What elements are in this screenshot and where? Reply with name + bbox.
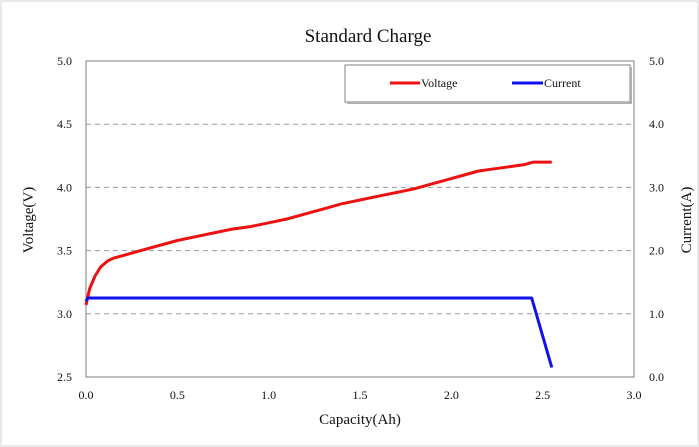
legend-label-voltage: Voltage xyxy=(421,76,457,90)
series-line-voltage xyxy=(84,160,552,306)
x-tick-label: 1.5 xyxy=(353,388,368,402)
series-line-current xyxy=(84,296,554,368)
gridlines xyxy=(86,123,634,315)
y2-tick-label: 4.0 xyxy=(649,117,664,131)
y-tick-label: 3.5 xyxy=(57,244,72,258)
tick-labels: 2.5 3.0 3.5 4.0 4.5 5.0 0.0 1.0 2.0 3.0 4.0 5.0 0.0 0… xyxy=(57,54,664,402)
y2-axis-title: Current(A) xyxy=(679,187,695,254)
legend-box xyxy=(344,64,631,103)
legend-box-shadow xyxy=(630,67,632,104)
y-tick-label: 4.5 xyxy=(57,117,72,131)
y2-tick-label: 2.0 xyxy=(649,244,664,258)
y-tick-label: 2.5 xyxy=(57,370,72,384)
x-tick-label: 2.0 xyxy=(444,388,459,402)
y2-tick-label: 5.0 xyxy=(649,54,664,68)
y-axis-title: Voltage(V) xyxy=(21,187,37,253)
chart-title: Standard Charge xyxy=(305,26,432,47)
legend-box-shadow-bottom xyxy=(347,102,632,104)
x-axis-title: Capacity(Ah) xyxy=(319,412,401,428)
x-tick-label: 1.0 xyxy=(261,388,276,402)
x-tick-label: 3.0 xyxy=(627,388,642,402)
legend-label-current: Current xyxy=(544,76,581,90)
x-tick-label: 2.5 xyxy=(535,388,550,402)
y-tick-label: 5.0 xyxy=(57,54,72,68)
y-tick-label: 4.0 xyxy=(57,180,72,194)
y2-tick-label: 1.0 xyxy=(649,307,664,321)
plot-area-frame xyxy=(85,60,635,378)
legend: Voltage Current xyxy=(344,64,632,104)
y2-tick-label: 3.0 xyxy=(649,180,664,194)
y-tick-label: 3.0 xyxy=(57,307,72,321)
series-layer xyxy=(84,160,554,368)
x-tick-label: 0.5 xyxy=(170,388,185,402)
x-tick-label: 0.0 xyxy=(79,388,94,402)
y2-tick-label: 0.0 xyxy=(649,370,664,384)
